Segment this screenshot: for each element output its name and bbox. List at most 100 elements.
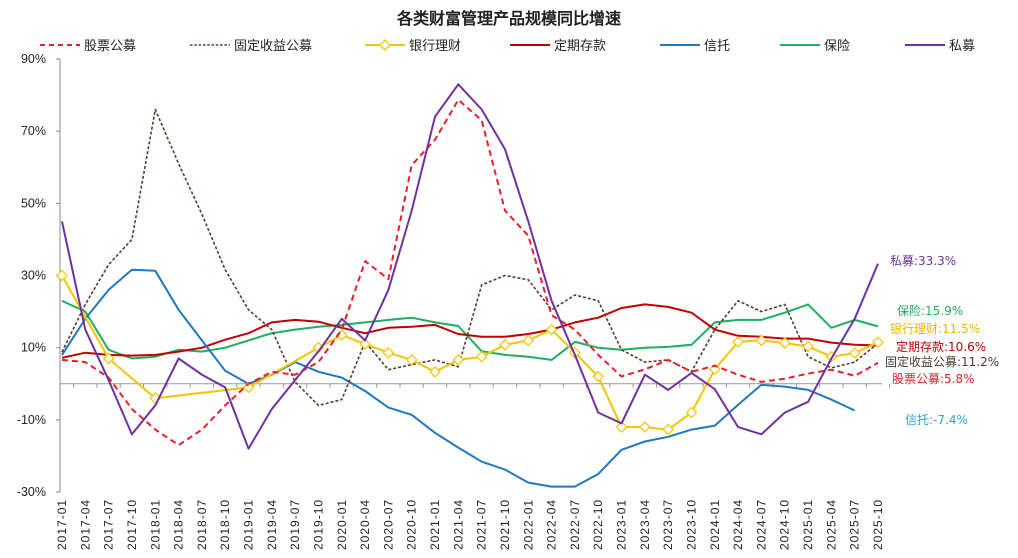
legend-label: 股票公募: [84, 39, 136, 54]
x-tick-label: 2018-10: [218, 499, 232, 550]
y-tick-label: 90%: [21, 52, 46, 66]
axes: 90% 70% 50% 30% 10% -10% -30% 2017-01 2017-04 201…: [17, 52, 891, 550]
end-label: 股票公募:5.8%: [892, 372, 975, 386]
legend-label: 固定收益公募: [234, 39, 312, 54]
x-tick-label: 2019-10: [311, 499, 325, 550]
legend-marker: [379, 39, 391, 51]
legend-item: 固定收益公募: [190, 39, 312, 54]
x-tick-label: 2020-04: [358, 499, 372, 550]
data-point-marker: [802, 340, 814, 353]
x-tick-label: 2025-07: [848, 499, 862, 550]
series-line-定期存款: [61, 303, 879, 359]
legend-label: 信托: [704, 39, 730, 54]
legend-label: 私募: [949, 39, 975, 54]
x-tick-label: 2019-01: [242, 499, 256, 550]
x-tick-label: 2018-01: [148, 499, 162, 550]
data-point-marker: [755, 334, 768, 347]
series-line-私募: [61, 83, 879, 450]
x-tick-label: 2020-07: [381, 499, 395, 550]
data-point-marker: [102, 352, 115, 365]
series-line-保险: [61, 299, 879, 361]
end-label: 固定收益公募:11.2%: [885, 354, 999, 369]
data-point-marker: [662, 423, 675, 436]
x-tick-label: 2021-01: [428, 499, 442, 550]
data-point-marker: [778, 337, 791, 349]
end-label: 银行理财:11.5%: [890, 322, 980, 336]
x-tick-label: 2020-01: [335, 499, 349, 550]
data-point-marker: [685, 406, 698, 419]
x-tick-label: 2022-10: [591, 499, 605, 550]
legend-item: 银行理财: [365, 39, 461, 54]
data-point-marker: [545, 323, 558, 336]
x-tick-label: 2021-07: [475, 499, 489, 550]
data-point-marker: [382, 346, 395, 359]
y-tick-label: 10%: [21, 341, 46, 355]
x-tick-label: 2017-10: [125, 499, 139, 550]
y-tick-label: 50%: [21, 196, 46, 210]
data-point-marker: [475, 350, 488, 363]
legend-item: 私募: [905, 39, 975, 54]
data-point-marker: [872, 336, 884, 349]
series-line-银行理财: [61, 275, 879, 431]
legend: 股票公募 固定收益公募 银行理财 定期存款 信托 保险 私募: [40, 39, 975, 54]
x-tick-label: 2025-10: [871, 499, 885, 550]
x-tick-label: 2025-04: [824, 499, 838, 550]
x-tick-label: 2023-01: [615, 499, 629, 550]
end-label: 保险:15.9%: [897, 303, 963, 318]
data-point-marker: [499, 338, 511, 351]
x-tick-label: 2021-10: [498, 499, 512, 550]
data-point-marker: [429, 365, 441, 378]
legend-item: 定期存款: [510, 39, 606, 54]
series-line-信托: [61, 268, 856, 488]
end-label: 私募:33.3%: [890, 254, 956, 268]
x-tick-label: 2024-04: [731, 499, 745, 550]
x-tick-label: 2018-04: [172, 499, 186, 550]
x-tick-label: 2023-07: [661, 499, 675, 550]
x-tick-label: 2022-04: [545, 499, 559, 550]
x-tick-label: 2019-04: [265, 499, 279, 550]
x-tick-label: 2018-07: [195, 499, 209, 550]
x-tick-label: 2022-07: [568, 499, 582, 550]
data-point-marker: [242, 381, 255, 394]
x-tick-label: 2017-07: [102, 499, 116, 550]
plot-area: [56, 83, 884, 488]
y-tick-label: 70%: [21, 124, 46, 138]
data-point-marker: [592, 370, 605, 383]
legend-item: 股票公募: [40, 39, 136, 54]
data-point-marker: [522, 334, 535, 347]
series-line-固定收益公募: [61, 108, 879, 407]
x-tick-label: 2017-01: [55, 499, 69, 550]
legend-item: 保险: [780, 39, 850, 54]
x-tick-label: 2021-04: [451, 499, 465, 550]
chart-title: 各类财富管理产品规模同比增速: [396, 9, 621, 28]
x-tick-label: 2023-10: [684, 499, 698, 550]
x-tick-label: 2024-01: [708, 499, 722, 550]
x-tick-label: 2023-04: [638, 499, 652, 550]
x-tick-label: 2019-07: [288, 499, 302, 550]
data-point-marker: [848, 347, 861, 359]
legend-label: 定期存款: [554, 39, 606, 54]
x-tick-label: 2025-01: [801, 499, 815, 550]
x-tick-label: 2017-04: [78, 499, 92, 550]
y-tick-label: 30%: [21, 269, 46, 283]
end-label: 定期存款:10.6%: [896, 339, 986, 354]
x-tick-label: 2024-10: [778, 499, 792, 550]
data-point-marker: [405, 354, 418, 366]
data-point-marker: [56, 269, 68, 282]
x-tick-label: 2020-10: [405, 499, 419, 550]
legend-label: 保险: [824, 39, 850, 54]
series-line-股票公募: [61, 98, 879, 447]
end-labels: 股票公募:5.8% 固定收益公募:11.2% 银行理财:11.5% 定期存款:10.6…: [885, 254, 999, 427]
data-point-marker: [732, 336, 744, 348]
end-label: 信托:-7.4%: [905, 413, 968, 427]
data-point-marker: [452, 354, 465, 366]
data-point-marker: [615, 421, 628, 433]
legend-item: 信托: [660, 39, 730, 54]
y-tick-label: -30%: [17, 485, 46, 499]
legend-label: 银行理财: [409, 39, 461, 54]
data-point-marker: [359, 338, 371, 350]
data-point-marker: [639, 421, 651, 433]
y-tick-label: -10%: [17, 413, 46, 427]
x-tick-label: 2024-07: [754, 499, 768, 550]
